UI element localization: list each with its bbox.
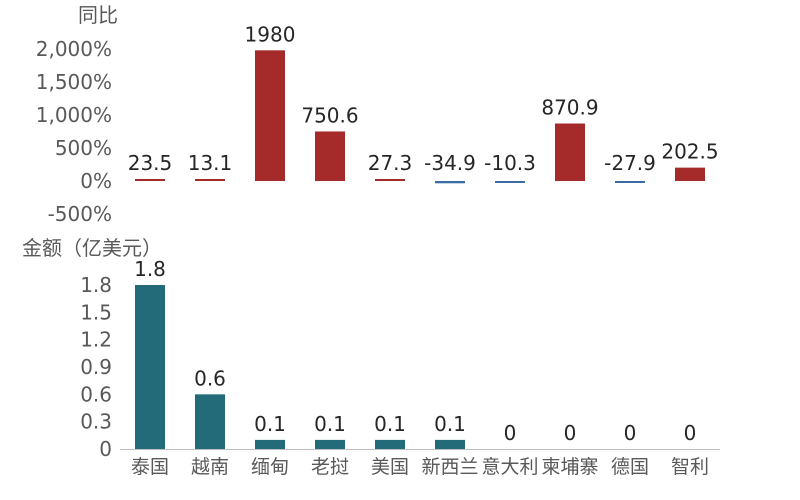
yoy-data-labels: 23.5 13.1 1980 750.6 27.3 -34.9 -10.3 870.9 -27.…	[128, 22, 719, 175]
amount-axis-title: 金额（亿美元）	[22, 236, 162, 260]
yoy-bar	[195, 179, 225, 181]
amount-data-label: 0.1	[434, 412, 466, 436]
amount-bar	[135, 285, 165, 449]
amount-data-label: 0.1	[314, 412, 346, 436]
amount-bar	[435, 439, 465, 449]
yoy-chart: 同比 2,000% 1,500% 1,000% 500% 0% -500% 23.5 13.…	[36, 3, 719, 226]
amount-y-ticks: 1.8 1.5 1.2 0.9 0.6 0.3 0	[80, 273, 112, 461]
amount-data-label: 0	[564, 421, 577, 445]
amount-data-label: 0	[624, 421, 637, 445]
category-label: 意大利	[481, 456, 538, 478]
category-label: 新西兰	[421, 456, 478, 478]
yoy-data-label: 1980	[245, 22, 296, 46]
category-label: 德国	[611, 456, 649, 478]
category-label: 智利	[671, 456, 709, 478]
amount-y-tick-label: 1.8	[80, 273, 112, 297]
yoy-data-label: -27.9	[604, 151, 656, 175]
yoy-bar	[555, 123, 585, 181]
yoy-data-label: 870.9	[541, 96, 598, 120]
amount-y-tick-label: 0	[99, 437, 112, 461]
amount-bar	[255, 439, 285, 449]
yoy-y-tick-label: 500%	[55, 136, 112, 160]
yoy-y-ticks: 2,000% 1,500% 1,000% 500% 0% -500%	[36, 37, 112, 226]
yoy-bar	[435, 181, 465, 184]
amount-data-label: 0.1	[374, 412, 406, 436]
amount-bar	[195, 394, 225, 449]
yoy-data-label: -10.3	[484, 151, 536, 175]
amount-chart: 金额（亿美元） 1.8 1.5 1.2 0.9 0.6 0.3 0 1.8 0.6 0.1 0.1…	[22, 236, 720, 478]
amount-data-labels: 1.8 0.6 0.1 0.1 0.1 0.1 0 0 0 0	[134, 257, 696, 445]
yoy-bars	[135, 50, 705, 184]
yoy-bar	[615, 181, 645, 183]
category-label: 老挝	[311, 456, 349, 478]
yoy-data-label: 27.3	[368, 151, 413, 175]
yoy-data-label: -34.9	[424, 151, 476, 175]
yoy-y-tick-label: 1,500%	[36, 70, 112, 94]
amount-data-label: 0	[504, 421, 517, 445]
amount-bar	[315, 439, 345, 449]
amount-bars	[135, 285, 465, 449]
yoy-bar	[135, 179, 165, 181]
amount-bar	[375, 439, 405, 449]
category-label: 美国	[371, 456, 409, 478]
yoy-y-tick-label: 0%	[80, 169, 112, 193]
amount-data-label: 0.1	[254, 412, 286, 436]
category-label: 越南	[191, 456, 229, 478]
yoy-data-label: 23.5	[128, 151, 173, 175]
amount-y-tick-label: 0.3	[80, 410, 112, 434]
yoy-axis-title: 同比	[78, 3, 118, 27]
yoy-bar	[315, 131, 345, 181]
category-label: 柬埔寨	[541, 456, 598, 478]
amount-y-tick-label: 0.6	[80, 382, 112, 406]
yoy-data-label: 750.6	[301, 103, 358, 127]
yoy-y-tick-label: 1,000%	[36, 103, 112, 127]
amount-data-label: 0.6	[194, 366, 226, 390]
yoy-bar	[675, 167, 705, 181]
category-labels: 泰国 越南 缅甸 老挝 美国 新西兰 意大利 柬埔寨 德国 智利	[131, 456, 709, 478]
yoy-bar	[375, 179, 405, 181]
amount-data-label: 0	[684, 421, 697, 445]
yoy-y-tick-label: -500%	[48, 202, 112, 226]
amount-data-label: 1.8	[134, 257, 166, 281]
yoy-bar	[495, 181, 525, 183]
category-label: 缅甸	[251, 456, 289, 478]
amount-y-tick-label: 1.2	[80, 328, 112, 352]
yoy-data-label: 13.1	[188, 151, 233, 175]
category-label: 泰国	[131, 456, 169, 478]
yoy-bar	[255, 50, 285, 181]
amount-y-tick-label: 1.5	[80, 300, 112, 324]
yoy-data-label: 202.5	[661, 140, 718, 164]
yoy-y-tick-label: 2,000%	[36, 37, 112, 61]
amount-y-tick-label: 0.9	[80, 355, 112, 379]
